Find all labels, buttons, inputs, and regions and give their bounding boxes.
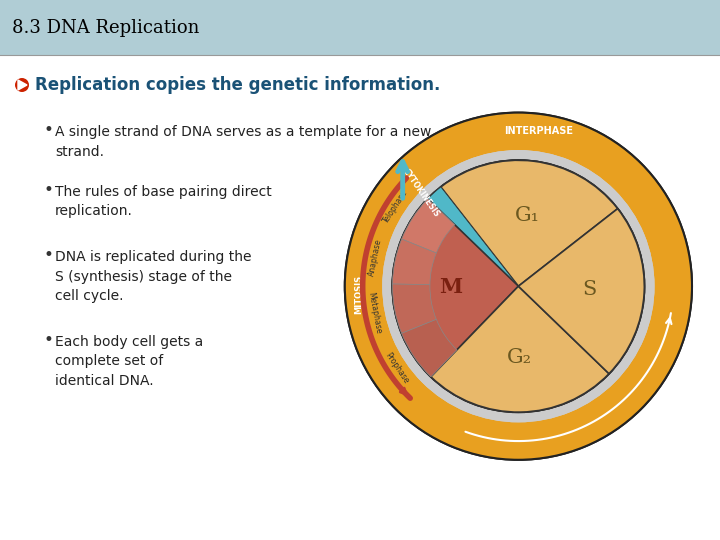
Text: Prophase: Prophase [384, 351, 410, 385]
Wedge shape [392, 160, 644, 412]
Wedge shape [431, 286, 609, 412]
Wedge shape [382, 150, 654, 422]
Wedge shape [392, 239, 436, 285]
Wedge shape [518, 208, 644, 374]
Text: A single strand of DNA serves as a template for a new
strand.: A single strand of DNA serves as a templ… [55, 125, 431, 159]
Wedge shape [345, 113, 692, 460]
Text: G₂: G₂ [507, 348, 532, 367]
Wedge shape [345, 113, 692, 460]
Text: INTERPHASE: INTERPHASE [504, 126, 573, 136]
Text: Anaphase: Anaphase [366, 238, 383, 276]
Text: 8.3 DNA Replication: 8.3 DNA Replication [12, 19, 199, 37]
Text: G₁: G₁ [515, 206, 539, 225]
Polygon shape [18, 80, 27, 90]
Wedge shape [402, 199, 455, 253]
Wedge shape [382, 150, 654, 422]
Text: Each body cell gets a
complete set of
identical DNA.: Each body cell gets a complete set of id… [55, 335, 203, 388]
Circle shape [15, 78, 29, 92]
Wedge shape [392, 284, 436, 333]
Wedge shape [392, 199, 518, 377]
Text: •: • [43, 181, 53, 199]
Text: M: M [438, 278, 462, 298]
Wedge shape [428, 187, 518, 286]
Wedge shape [402, 319, 457, 377]
FancyBboxPatch shape [0, 0, 720, 55]
Text: MITOSIS: MITOSIS [354, 275, 363, 314]
Wedge shape [392, 160, 644, 412]
Text: •: • [43, 246, 53, 264]
Text: The rules of base pairing direct
replication.: The rules of base pairing direct replica… [55, 185, 271, 219]
Text: •: • [43, 121, 53, 139]
Text: CYTOKINESIS: CYTOKINESIS [401, 167, 441, 219]
Text: •: • [43, 331, 53, 349]
Text: Replication copies the genetic information.: Replication copies the genetic informati… [35, 76, 441, 94]
Text: S: S [582, 280, 597, 300]
Wedge shape [441, 160, 618, 286]
Text: Metaphase: Metaphase [366, 291, 383, 334]
Text: Telophase: Telophase [382, 188, 410, 225]
Text: DNA is replicated during the
S (synthesis) stage of the
cell cycle.: DNA is replicated during the S (synthesi… [55, 250, 251, 303]
